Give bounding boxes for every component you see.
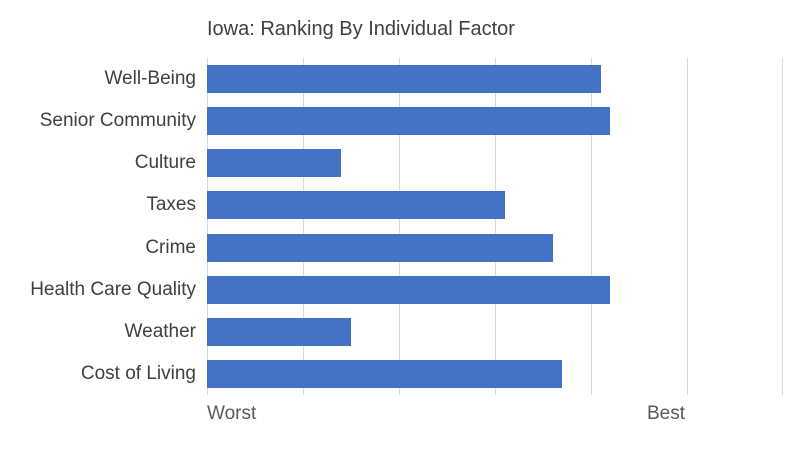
category-label-health-care-quality: Health Care Quality: [30, 278, 196, 300]
category-label-weather: Weather: [124, 320, 196, 342]
category-label-well-being: Well-Being: [104, 68, 196, 89]
gridline: [495, 58, 496, 395]
plot-area: [207, 58, 783, 395]
category-label-cost-of-living: Cost of Living: [80, 362, 196, 384]
gridline: [398, 58, 400, 395]
axis-label-best: Best: [647, 403, 686, 424]
bar-health-care-quality: [207, 275, 611, 304]
bar-well-being: [207, 65, 601, 94]
bar-culture: [207, 149, 342, 178]
bar-weather: [207, 317, 351, 346]
gridline: [207, 58, 208, 395]
category-label-crime: Crime: [145, 236, 196, 258]
bar-crime: [207, 233, 553, 262]
gridline: [782, 58, 783, 395]
bar-taxes: [207, 191, 505, 220]
category-label-senior-community: Senior Community: [39, 110, 196, 132]
category-label-culture: Culture: [134, 152, 196, 174]
bar-cost-of-living: [207, 359, 563, 388]
bar-senior-community: [207, 107, 611, 136]
category-label-taxes: Taxes: [146, 194, 196, 216]
gridline: [302, 58, 304, 395]
gridline: [590, 58, 592, 395]
gridline: [687, 58, 688, 395]
category-axis: Well-Being Senior Community Culture Taxes Cr…: [0, 58, 196, 395]
axis-label-worst: Worst: [207, 403, 257, 424]
chart-title: Iowa: Ranking By Individual Factor: [207, 18, 515, 40]
